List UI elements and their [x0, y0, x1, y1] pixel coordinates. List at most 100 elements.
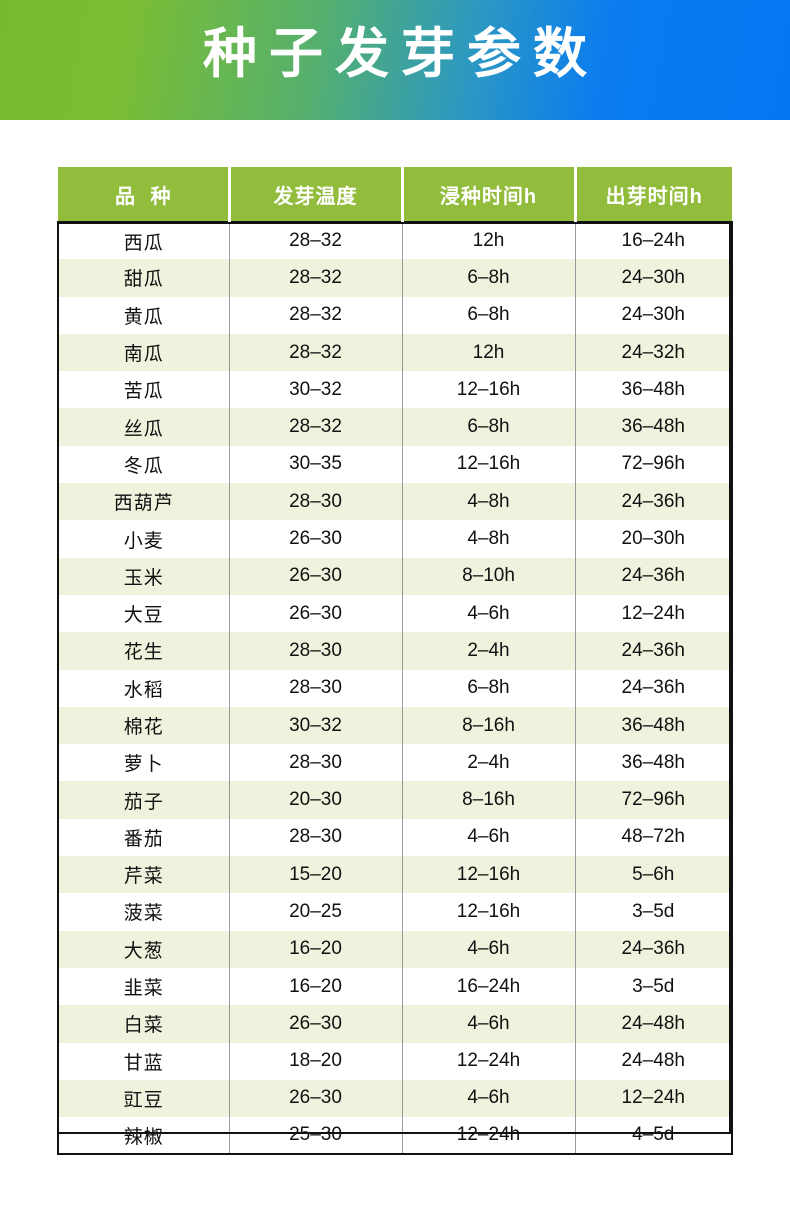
cell-temperature: 20–30: [229, 781, 403, 819]
column-header-sprout-time: 出芽时间h: [575, 167, 732, 222]
cell-sprout_time: 16–24h: [575, 222, 732, 260]
table-row: 南瓜 28–32 12h 24–32h: [58, 333, 732, 372]
cell-temperature: 25–30: [229, 1117, 403, 1155]
cell-sprout_time: 24–48h: [575, 1005, 732, 1043]
table-row: 甘蓝 18–20 12–24h 24–48h: [58, 1042, 732, 1080]
table-row: 棉花 30–32 8–16h 36–48h: [58, 706, 732, 745]
table-row: 丝瓜 28–32 6–8h 36–48h: [58, 408, 732, 446]
cell-sprout_time: 24–32h: [575, 333, 732, 372]
cell-temperature: 26–30: [229, 1079, 403, 1118]
cell-variety: 甜瓜: [58, 259, 230, 297]
cell-temperature: 28–32: [229, 333, 403, 372]
cell-sprout_time: 72–96h: [575, 445, 732, 484]
cell-soak_time: 6–8h: [402, 408, 576, 446]
table-row: 菠菜 20–25 12–16h 3–5d: [58, 893, 732, 931]
table-row: 西葫芦 28–30 4–8h 24–36h: [58, 483, 732, 521]
cell-variety: 西葫芦: [58, 483, 230, 521]
cell-variety: 白菜: [58, 1005, 230, 1043]
table-body: 西瓜 28–32 12h 16–24h 甜瓜 28–32 6–8h 24–30h 黄瓜 28–32…: [58, 222, 732, 1155]
cell-temperature: 28–32: [229, 296, 403, 334]
cell-variety: 小麦: [58, 520, 230, 558]
page-title: 种子发芽参数: [203, 24, 599, 84]
cell-temperature: 28–32: [229, 259, 403, 297]
cell-soak_time: 12h: [402, 333, 576, 372]
cell-variety: 冬瓜: [58, 445, 230, 484]
table-row: 冬瓜 30–35 12–16h 72–96h: [58, 445, 732, 484]
cell-soak_time: 12–24h: [402, 1117, 576, 1155]
cell-temperature: 28–30: [229, 632, 403, 670]
cell-soak_time: 6–8h: [402, 259, 576, 297]
cell-variety: 南瓜: [58, 333, 230, 372]
cell-soak_time: 12–16h: [402, 371, 576, 409]
cell-temperature: 26–30: [229, 594, 403, 633]
cell-sprout_time: 12–24h: [575, 594, 732, 633]
cell-sprout_time: 24–48h: [575, 1042, 732, 1080]
cell-soak_time: 4–6h: [402, 930, 576, 968]
cell-sprout_time: 5–6h: [575, 856, 732, 894]
cell-sprout_time: 24–30h: [575, 259, 732, 297]
cell-sprout_time: 36–48h: [575, 744, 732, 782]
cell-temperature: 26–30: [229, 520, 403, 558]
cell-soak_time: 6–8h: [402, 669, 576, 707]
cell-soak_time: 12–16h: [402, 445, 576, 484]
cell-soak_time: 6–8h: [402, 296, 576, 334]
table-row: 甜瓜 28–32 6–8h 24–30h: [58, 259, 732, 297]
table-row: 韭菜 16–20 16–24h 3–5d: [58, 967, 732, 1006]
cell-sprout_time: 12–24h: [575, 1079, 732, 1118]
cell-variety: 甘蓝: [58, 1042, 230, 1080]
cell-temperature: 28–30: [229, 744, 403, 782]
cell-variety: 菠菜: [58, 893, 230, 931]
cell-sprout_time: 3–5d: [575, 967, 732, 1006]
cell-variety: 水稻: [58, 669, 230, 707]
cell-variety: 苦瓜: [58, 371, 230, 409]
cell-temperature: 28–30: [229, 669, 403, 707]
cell-temperature: 28–32: [229, 408, 403, 446]
cell-temperature: 28–30: [229, 818, 403, 857]
table-row: 芹菜 15–20 12–16h 5–6h: [58, 856, 732, 894]
cell-soak_time: 4–6h: [402, 818, 576, 857]
cell-variety: 番茄: [58, 818, 230, 857]
table-row: 西瓜 28–32 12h 16–24h: [58, 222, 732, 260]
table-row: 大葱 16–20 4–6h 24–36h: [58, 930, 732, 968]
cell-temperature: 30–32: [229, 706, 403, 745]
table-row: 黄瓜 28–32 6–8h 24–30h: [58, 296, 732, 334]
seed-parameters-table: 品 种 发芽温度 浸种时间h 出芽时间h 西瓜 28–32 12h 16–24h 甜瓜 2…: [57, 167, 733, 1156]
cell-soak_time: 4–8h: [402, 520, 576, 558]
cell-sprout_time: 24–36h: [575, 483, 732, 521]
cell-sprout_time: 24–30h: [575, 296, 732, 334]
cell-temperature: 30–35: [229, 445, 403, 484]
cell-sprout_time: 36–48h: [575, 706, 732, 745]
table-row: 辣椒 25–30 12–24h 4–5d: [58, 1117, 732, 1155]
cell-temperature: 16–20: [229, 930, 403, 968]
cell-soak_time: 2–4h: [402, 632, 576, 670]
cell-soak_time: 8–16h: [402, 781, 576, 819]
column-header-soak-time: 浸种时间h: [402, 167, 577, 222]
cell-sprout_time: 24–36h: [575, 669, 732, 707]
table-header: 品 种 发芽温度 浸种时间h 出芽时间h: [58, 167, 732, 222]
cell-sprout_time: 20–30h: [575, 520, 732, 558]
cell-sprout_time: 3–5d: [575, 893, 732, 931]
cell-temperature: 30–32: [229, 371, 403, 409]
cell-temperature: 20–25: [229, 893, 403, 931]
table-row: 玉米 26–30 8–10h 24–36h: [58, 557, 732, 595]
table-row: 花生 28–30 2–4h 24–36h: [58, 632, 732, 670]
cell-variety: 芹菜: [58, 856, 230, 894]
cell-soak_time: 12–16h: [402, 856, 576, 894]
table-row: 番茄 28–30 4–6h 48–72h: [58, 818, 732, 857]
table-row: 大豆 26–30 4–6h 12–24h: [58, 594, 732, 633]
column-header-temperature: 发芽温度: [229, 167, 404, 222]
cell-variety: 辣椒: [58, 1117, 230, 1155]
cell-variety: 茄子: [58, 781, 230, 819]
cell-soak_time: 12h: [402, 222, 576, 260]
cell-variety: 萝卜: [58, 744, 230, 782]
cell-variety: 玉米: [58, 557, 230, 595]
cell-soak_time: 4–6h: [402, 1005, 576, 1043]
page-banner: 种子发芽参数: [0, 0, 790, 120]
cell-variety: 丝瓜: [58, 408, 230, 446]
cell-soak_time: 16–24h: [402, 967, 576, 1006]
cell-variety: 韭菜: [58, 967, 230, 1006]
cell-variety: 黄瓜: [58, 296, 230, 334]
cell-temperature: 18–20: [229, 1042, 403, 1080]
cell-soak_time: 4–6h: [402, 1079, 576, 1118]
cell-sprout_time: 72–96h: [575, 781, 732, 819]
